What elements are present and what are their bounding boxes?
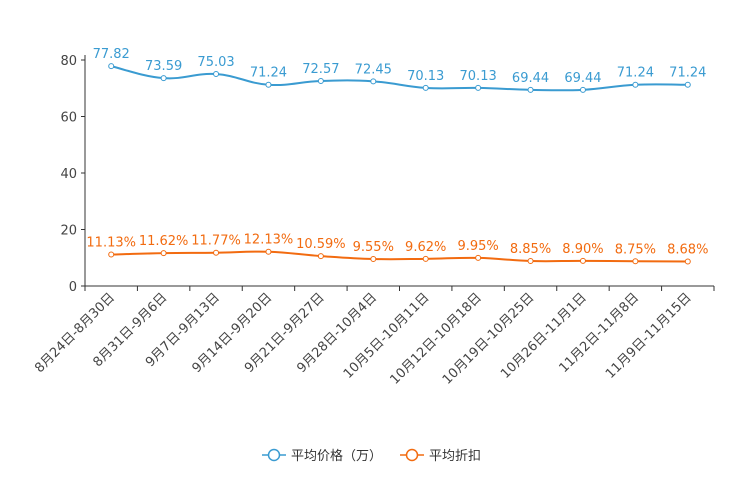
y-tick-label: 0 [69,280,77,295]
data-label: 71.24 [669,66,706,81]
data-point [422,84,429,91]
data-point [317,77,324,84]
series-line-0 [110,65,688,92]
data-label: 71.24 [250,66,287,81]
data-point [265,248,272,255]
legend-marker-icon [267,448,281,462]
data-label: 8.90% [562,242,603,257]
data-label: 11.13% [86,236,136,251]
data-point [579,257,586,264]
y-tick-label: 80 [60,54,77,69]
legend-label: 平均折扣 [429,449,481,464]
data-label: 70.13 [407,69,444,84]
data-point [213,71,220,78]
data-label: 8.85% [510,242,551,257]
data-point [108,63,115,70]
data-point [632,258,639,265]
x-tick-label: 10月12日-10月18日 [387,290,484,387]
data-label: 69.44 [564,71,601,86]
data-point [160,75,167,82]
x-tick-label: 10月19日-10月25日 [440,290,537,387]
data-point [527,257,534,264]
data-point [632,81,639,88]
data-label: 71.24 [617,66,654,81]
data-point [527,86,534,93]
data-point [265,81,272,88]
y-tick-label: 60 [60,111,77,126]
data-point [475,254,482,261]
data-label: 75.03 [197,55,234,70]
data-label: 73.59 [145,59,182,74]
data-label: 69.44 [512,71,549,86]
data-label: 72.57 [302,62,339,77]
data-label: 11.62% [139,234,189,249]
data-label: 9.55% [353,240,394,255]
y-tick-label: 40 [60,167,77,182]
data-point [475,84,482,91]
data-point [108,251,115,258]
data-point [160,250,167,257]
data-point [213,249,220,256]
data-label: 77.82 [93,47,130,62]
data-label: 9.62% [405,240,446,255]
data-label: 8.75% [615,242,656,257]
data-label: 70.13 [460,69,497,84]
y-tick-label: 20 [60,224,77,239]
data-label: 10.59% [296,237,346,252]
data-label: 11.77% [191,234,241,249]
legend-label: 平均价格（万） [291,448,382,464]
data-label: 9.95% [457,239,498,254]
legend-marker-icon [405,448,419,462]
series-line-1 [111,250,688,263]
data-label: 8.68% [667,242,708,257]
data-point [370,78,377,85]
data-point [684,81,691,88]
data-label: 72.45 [355,62,392,77]
data-point [370,256,377,263]
data-point [579,86,586,93]
data-point [422,255,429,262]
data-label: 12.13% [244,233,294,248]
data-point [317,253,324,260]
data-point [684,258,691,265]
